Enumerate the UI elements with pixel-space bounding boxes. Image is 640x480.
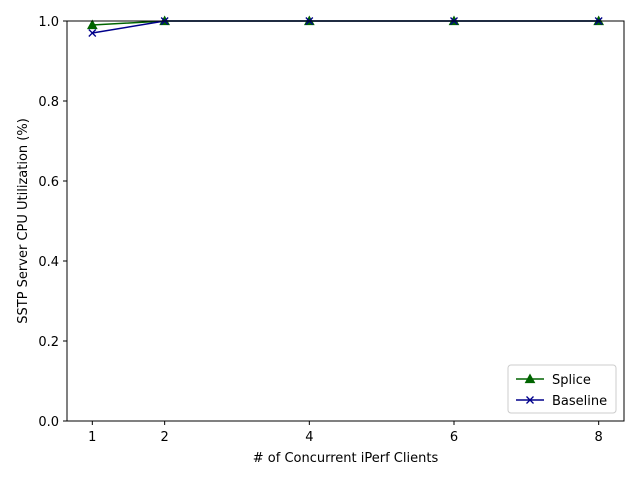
- x-tick-label: 6: [450, 430, 458, 445]
- legend-box: [507, 364, 617, 414]
- plot-area: [67, 21, 624, 421]
- plot-frame: [66, 20, 625, 422]
- legend-marker-baseline-stroke-b: [526, 396, 534, 404]
- x-tick-label: 1: [88, 430, 96, 445]
- y-axis-title: SSTP Server CPU Utilization (%): [16, 118, 31, 324]
- legend-marker-splice: [524, 373, 536, 384]
- legend-label-splice: Splice: [552, 373, 591, 388]
- y-axis: 0.0 0.2 0.4 0.6 0.8 1.0: [38, 15, 67, 430]
- x-axis-title: # of Concurrent iPerf Clients: [253, 451, 439, 466]
- legend-label-baseline: Baseline: [552, 394, 607, 409]
- legend-marker-baseline: [526, 396, 534, 404]
- x-tick-label: 2: [161, 430, 169, 445]
- x-tick-label: 8: [595, 430, 603, 445]
- y-tick-label: 1.0: [38, 15, 59, 30]
- x-axis: 1 2 4 6 8: [88, 421, 603, 445]
- data-point-splice: [86, 19, 98, 30]
- y-tick-label: 0.8: [38, 95, 59, 110]
- data-point-baseline-stroke-b: [88, 29, 97, 37]
- legend: Splice Baseline: [507, 364, 617, 414]
- y-tick-label: 0.4: [38, 255, 59, 270]
- x-tick-label: 4: [305, 430, 313, 445]
- data-point-baseline: [88, 29, 97, 37]
- y-tick-label: 0.0: [38, 415, 59, 430]
- y-tick-label: 0.6: [38, 175, 59, 190]
- y-tick-label: 0.2: [38, 335, 59, 350]
